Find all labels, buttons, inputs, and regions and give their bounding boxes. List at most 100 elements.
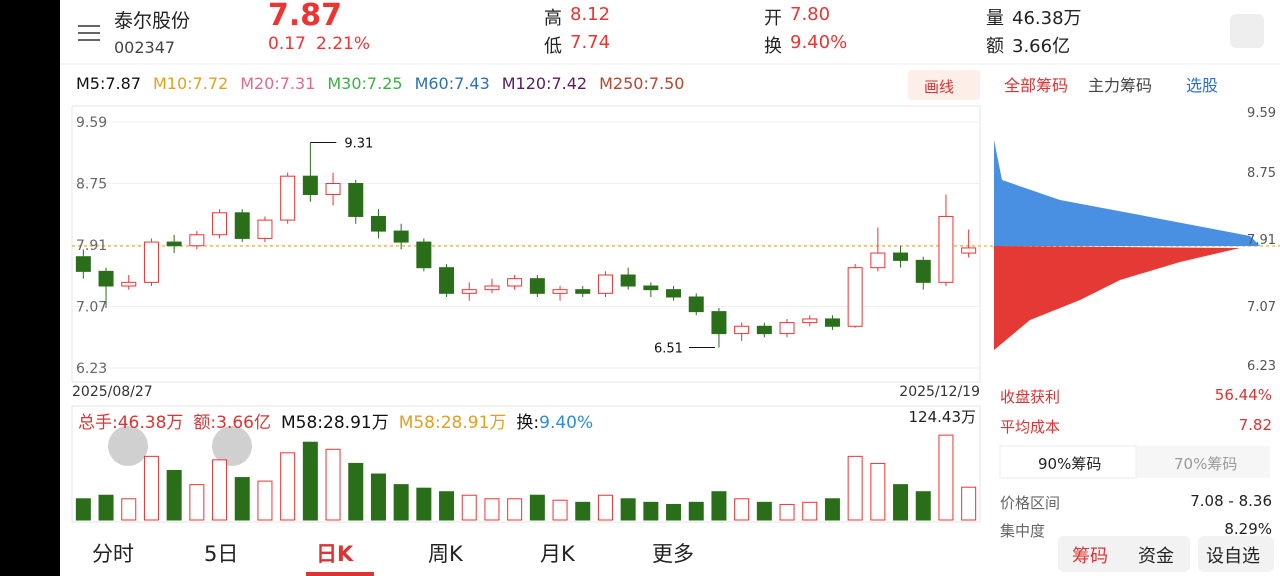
chip-tab[interactable]: 主力筹码: [1088, 76, 1153, 95]
bottom-tab[interactable]: 日K: [316, 542, 354, 566]
candle-body: [711, 311, 727, 335]
ma-item: M250:7.50: [599, 74, 685, 93]
y-tick-label: 7.91: [76, 238, 107, 254]
bottom-tab[interactable]: 月K: [540, 542, 575, 566]
candle-body: [325, 183, 341, 195]
candle-body: [961, 247, 977, 254]
chip-stat-value: 7.82: [1238, 416, 1272, 434]
chip-buttons: [1058, 536, 1190, 572]
chip-price-label: 7.07: [1247, 300, 1276, 315]
canvas: 9.59 8.75 7.91 7.07 6.23 2025/08/27 2025/12/19…: [60, 14, 1280, 576]
candle-body: [75, 256, 91, 272]
conc-value: 8.29%: [1224, 520, 1272, 538]
bottom-tab[interactable]: 周K: [428, 542, 463, 566]
candle-body: [212, 212, 228, 236]
ratio-tab[interactable]: 90%筹码: [1038, 455, 1102, 473]
candle-body: [893, 252, 909, 261]
add-watch-button: [1198, 536, 1274, 572]
y-tick-label: 6.23: [76, 361, 107, 377]
volume-bar: [893, 484, 909, 521]
candle-body: [302, 175, 318, 195]
volume-bar: [870, 462, 886, 521]
volume-bar: [121, 498, 137, 521]
candle-body: [189, 234, 205, 247]
volume-bar: [711, 491, 727, 521]
candle-body: [439, 267, 455, 294]
chip-price-label: 8.75: [1247, 166, 1276, 181]
stat-label: 额: [986, 36, 1004, 57]
ma-item: M5:7.87: [76, 74, 141, 93]
stat-value: 46.38万: [1012, 8, 1082, 29]
next-arrow[interactable]: [212, 426, 252, 466]
volume-bar: [507, 498, 523, 521]
ratio-tab[interactable]: 70%筹码: [1174, 455, 1238, 473]
back-icon[interactable]: [78, 25, 100, 41]
candle-body: [938, 215, 954, 283]
candle-body: [643, 285, 659, 291]
candle-body: [915, 259, 931, 283]
volume-bar: [938, 434, 954, 521]
chip-tab[interactable]: 全部筹码: [1004, 76, 1069, 95]
bottom-button[interactable]: 设自选: [1206, 546, 1260, 567]
volume-bar: [280, 452, 296, 521]
stat-value: 9.40%: [790, 32, 848, 53]
volume-bar: [666, 503, 682, 521]
price: 7.87: [268, 0, 343, 33]
bottom-button[interactable]: 资金: [1138, 546, 1174, 567]
volume-bar: [75, 498, 91, 521]
volume-bar: [393, 484, 409, 521]
screen-icon[interactable]: [1230, 14, 1264, 48]
volume-bar: [529, 494, 545, 521]
volume-bar: [416, 487, 432, 521]
chip-stat-label: 收盘获利: [1000, 388, 1061, 406]
volume-bar: [824, 498, 840, 521]
volume-legend-item: 总手:46.38万: [78, 413, 184, 433]
volume-legend-item: M58:28.91万: [398, 413, 507, 433]
chip-tab[interactable]: 选股: [1186, 76, 1219, 95]
stat-label: 高: [544, 8, 562, 29]
stat-value: 3.66亿: [1012, 36, 1071, 57]
y-tick-label: 9.59: [76, 115, 107, 131]
ma-item: M60:7.43: [414, 74, 490, 93]
volume-bar: [688, 501, 704, 521]
volume-bar: [439, 491, 455, 521]
candle-body: [370, 215, 386, 232]
chip-price-label: 7.91: [1247, 233, 1276, 248]
volume-bar: [98, 494, 114, 521]
bottom-tab[interactable]: 5日: [204, 542, 239, 566]
volume-bar: [348, 462, 364, 521]
bottom-tab[interactable]: 分时: [92, 542, 134, 566]
candle-body: [280, 175, 296, 221]
volume-bar: [212, 459, 228, 521]
volume-bar: [847, 455, 863, 521]
volume-bar: [302, 441, 318, 521]
volume-bar: [575, 501, 591, 521]
prev-arrow[interactable]: [108, 426, 148, 466]
ma-item: M10:7.72: [153, 74, 229, 93]
bottom-button[interactable]: 筹码: [1072, 546, 1108, 567]
stat-label: 低: [544, 36, 562, 57]
bottom-tab[interactable]: 更多: [652, 542, 694, 566]
volume-legend-item: 额:3.66亿: [193, 413, 271, 433]
stock-code: 002347: [114, 38, 176, 57]
change-pct: 2.21%: [316, 34, 371, 54]
tab-indicator: [306, 572, 374, 576]
volume-legend-item: 换:: [516, 413, 540, 433]
volume-bar: [915, 491, 931, 521]
x-label: 2025/12/19: [899, 384, 980, 400]
ma-item: M120:7.42: [501, 74, 588, 93]
stock-name: 泰尔股份: [114, 10, 191, 32]
volume-bar: [756, 501, 772, 521]
candle-body: [552, 289, 568, 294]
candle-body: [416, 241, 432, 269]
chip-stat-value: 56.44%: [1214, 386, 1272, 404]
x-label: 2025/08/27: [72, 384, 153, 400]
volume-bar: [189, 484, 205, 521]
stat-label: 量: [986, 8, 1004, 29]
stat-value: 7.80: [790, 4, 831, 25]
draw-button[interactable]: 画线: [924, 78, 955, 96]
chip-price-label: 6.23: [1247, 359, 1276, 374]
candle-body: [143, 241, 159, 283]
candle-body: [575, 289, 591, 294]
candle-body: [484, 285, 500, 291]
